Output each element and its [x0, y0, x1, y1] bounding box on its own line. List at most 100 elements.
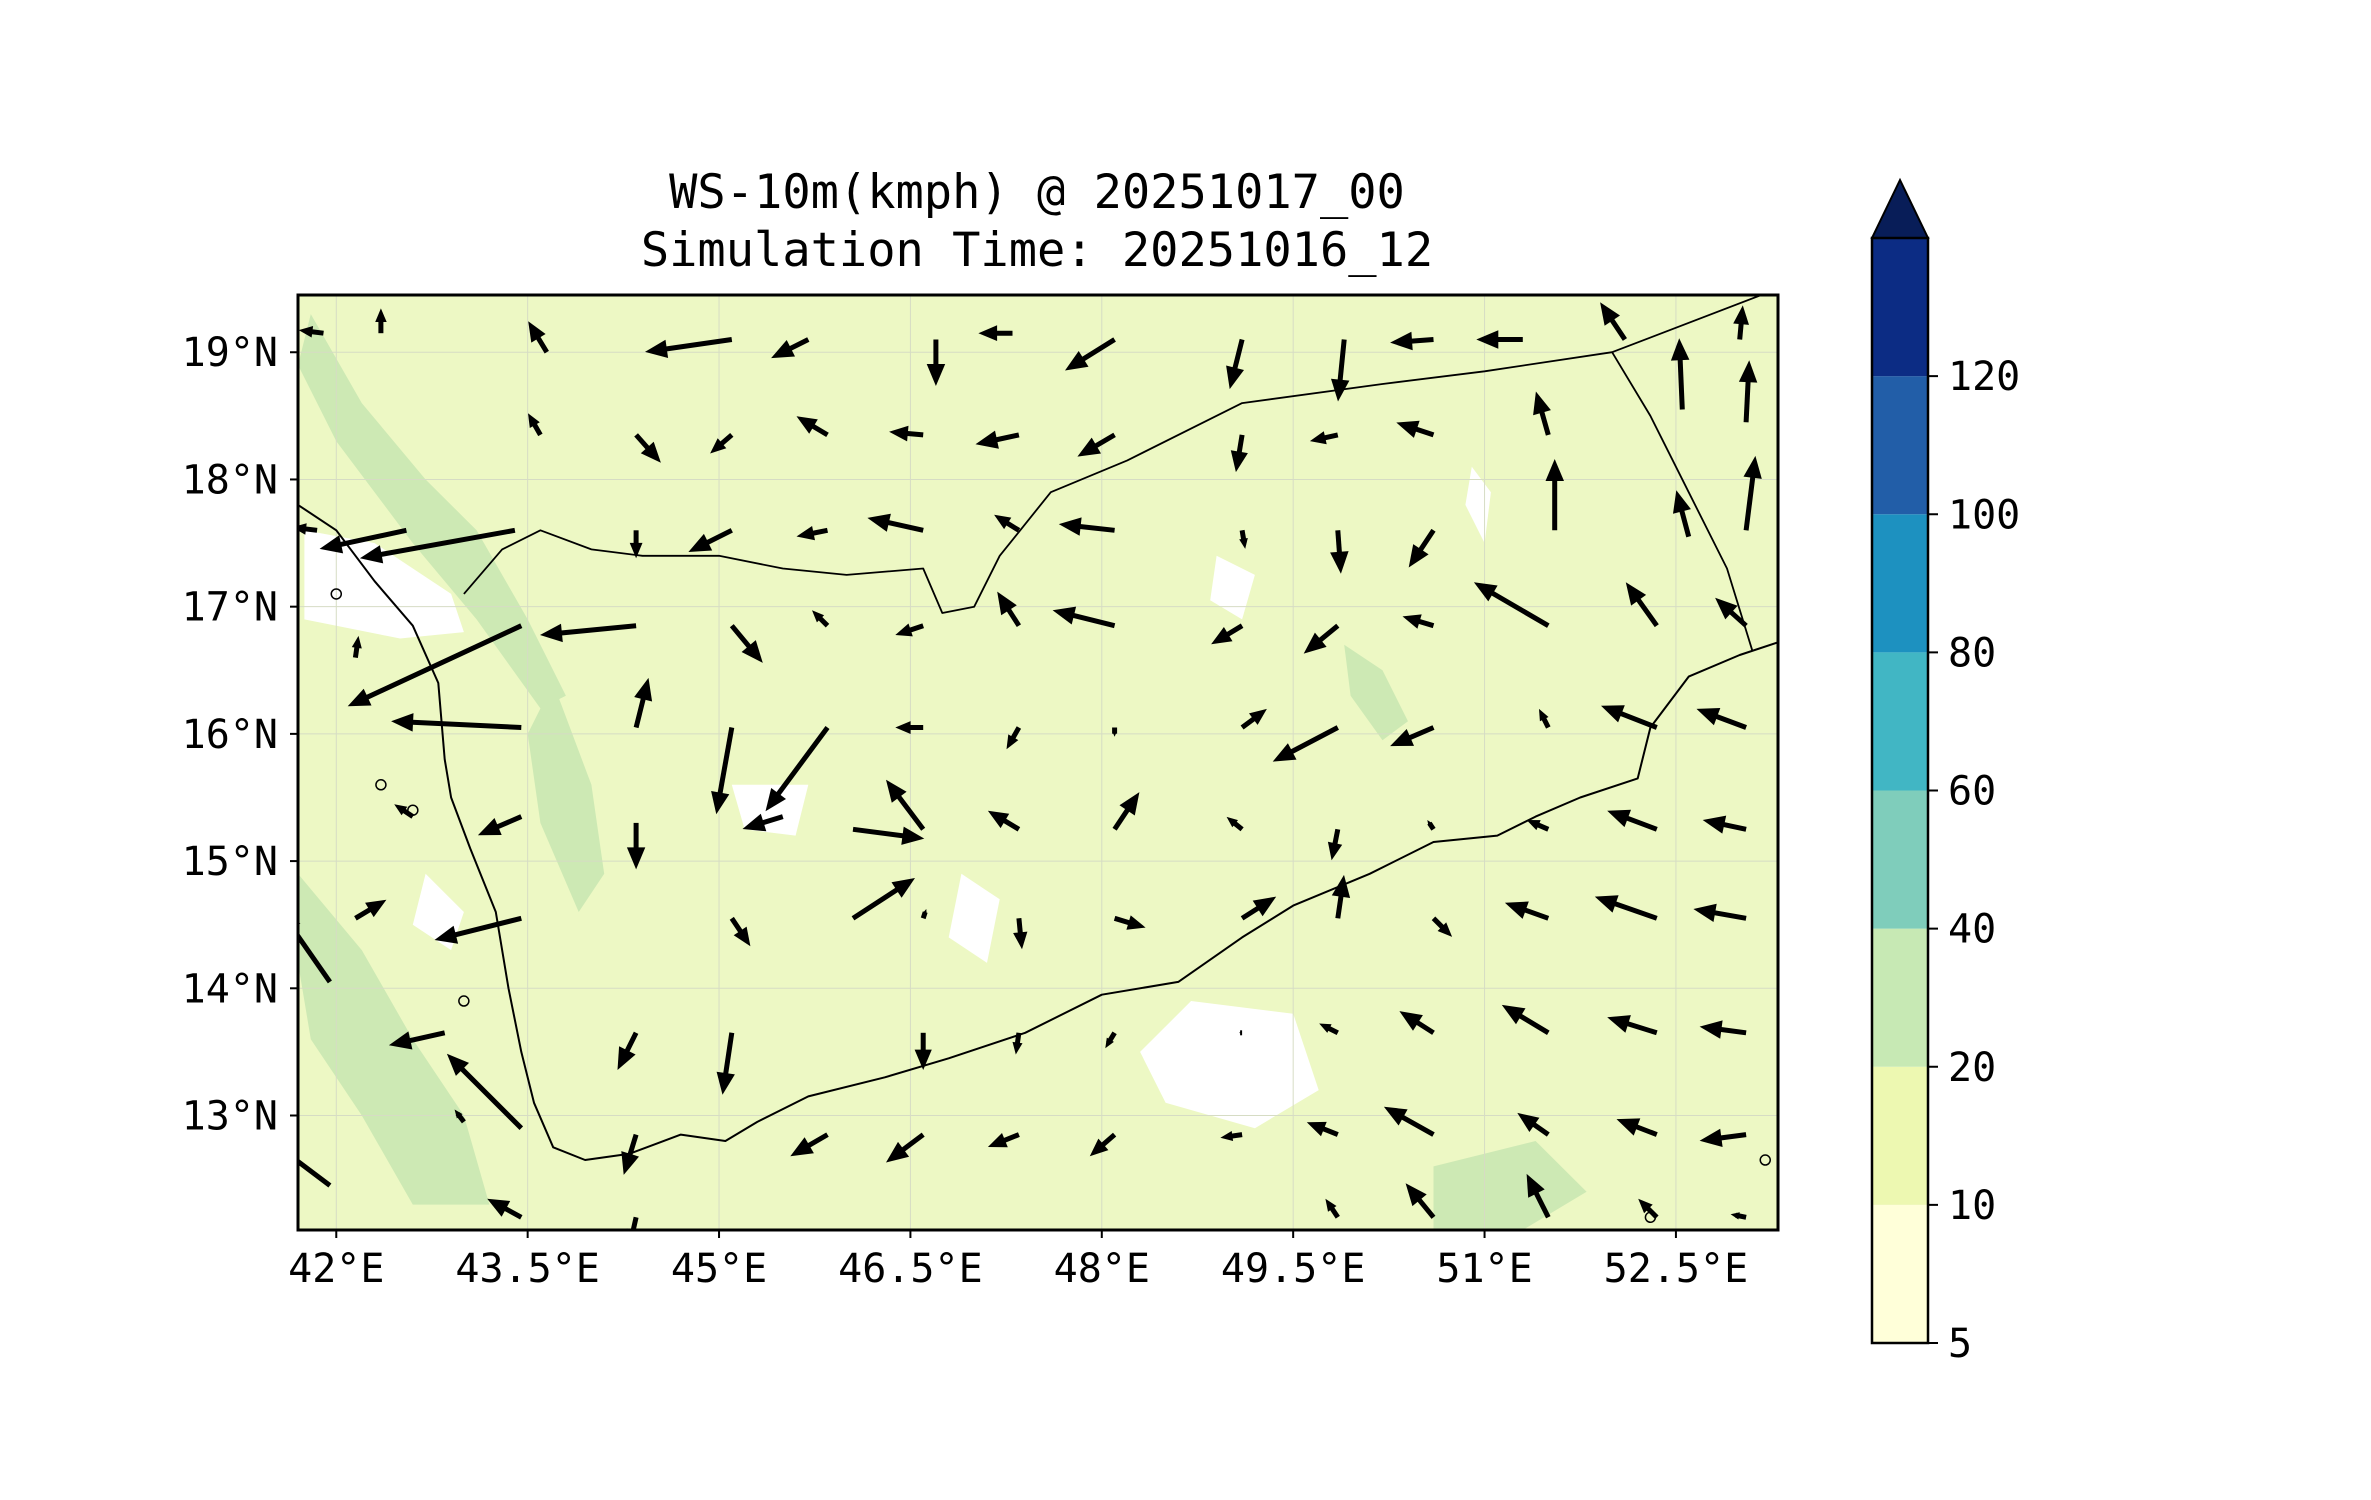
colorbar-segment	[1872, 928, 1928, 1067]
wind-arrow	[1405, 1183, 1436, 1219]
wind-arrow	[790, 1132, 829, 1157]
wind-arrow	[634, 433, 661, 463]
wind-arrow	[867, 513, 924, 533]
wind-arrow	[1738, 360, 1758, 423]
wind-arrow	[1743, 455, 1762, 531]
wind-speed-field	[298, 314, 1587, 1230]
x-tick-label: 48°E	[1054, 1246, 1150, 1292]
wind-arrow	[540, 623, 637, 643]
wind-arrow	[391, 713, 522, 732]
colorbar-tick-label: 100	[1948, 492, 2020, 538]
wind-arrow	[920, 909, 928, 920]
wind-arrow	[765, 726, 830, 812]
wind-arrow	[1733, 305, 1749, 340]
wind-arrow	[1607, 809, 1658, 832]
colorbar-tick-label: 60	[1948, 769, 1996, 815]
island	[458, 995, 470, 1007]
wind-arrow	[359, 527, 516, 564]
wind-arrow	[1052, 606, 1116, 629]
wind-arrow	[1730, 1212, 1747, 1220]
country-borders	[298, 295, 1778, 1224]
wind-arrow	[895, 623, 924, 637]
wind-arrow	[1696, 708, 1747, 730]
wind-arrow	[914, 1032, 932, 1070]
wind-arrow	[1638, 1198, 1659, 1220]
wind-arrow	[1383, 1106, 1435, 1137]
y-tick-label: 14°N	[182, 966, 278, 1012]
land-border	[463, 295, 1764, 614]
map-background	[298, 295, 1778, 1230]
wind-arrow	[388, 1030, 446, 1050]
wind-arrow	[1399, 1011, 1435, 1035]
wind-arrow	[895, 721, 924, 734]
wind-arrow	[633, 677, 653, 729]
wind-arrow	[1220, 1131, 1243, 1141]
wind-arrow	[1670, 338, 1690, 410]
wind-arrow	[1607, 1015, 1658, 1036]
wind-vectors	[298, 302, 1762, 1230]
wind-arrow	[621, 1133, 639, 1175]
wind-arrow	[1230, 434, 1248, 473]
wind-arrow	[1715, 597, 1748, 628]
wind-arrow	[812, 610, 830, 628]
wind-arrow	[1331, 339, 1350, 402]
wind-arrow	[987, 810, 1021, 832]
wind-arrow	[886, 779, 926, 831]
wind-arrow	[354, 899, 387, 921]
wind-arrow	[1089, 1132, 1117, 1157]
calm-wind-zone	[948, 873, 1000, 963]
wind-arrow	[1272, 725, 1339, 762]
wind-arrow	[1504, 901, 1550, 921]
wind-arrow	[889, 425, 924, 442]
wind-arrow	[1702, 815, 1747, 834]
wind-arrow	[1303, 623, 1340, 654]
colorbar-tick-label: 5	[1948, 1321, 1972, 1367]
wind-arrow	[886, 1132, 925, 1163]
wind-arrow	[1013, 918, 1028, 950]
wind-arrow	[1533, 391, 1551, 436]
wind-arrow	[978, 325, 1013, 341]
island	[330, 588, 343, 600]
strong-wind-zone	[1344, 644, 1408, 741]
wind-arrow	[1473, 582, 1550, 628]
x-tick-label: 51°E	[1436, 1246, 1532, 1292]
wind-arrow	[852, 826, 925, 845]
colorbar-segment	[1872, 652, 1928, 791]
wind-arrow	[1113, 915, 1146, 930]
wind-arrow	[710, 433, 734, 454]
wind-arrow	[298, 523, 318, 535]
wind-arrow	[1077, 432, 1116, 457]
wind-arrow	[1112, 727, 1118, 737]
wind-arrow	[319, 527, 407, 554]
x-tick-label: 43.5°E	[455, 1246, 600, 1292]
wind-arrow	[997, 591, 1022, 628]
wind-arrow	[1517, 1112, 1550, 1137]
x-tick-label: 45°E	[671, 1246, 767, 1292]
wind-arrow	[1226, 816, 1244, 832]
wind-arrow	[1331, 874, 1351, 919]
wind-arrow	[394, 804, 415, 819]
wind-arrow	[446, 1053, 524, 1130]
wind-arrow	[1105, 1031, 1117, 1049]
wind-arrow	[1526, 820, 1550, 832]
wind-arrow	[1526, 1173, 1551, 1219]
wind-arrow	[1693, 903, 1747, 922]
wind-arrow	[926, 339, 946, 386]
colorbar-segment	[1872, 1204, 1928, 1343]
wind-arrow	[771, 337, 810, 359]
wind-arrow	[1601, 705, 1658, 730]
wind-arrow	[375, 308, 387, 334]
coastline	[298, 504, 1778, 1161]
wind-arrow	[645, 337, 733, 358]
wind-arrow	[1616, 1118, 1658, 1137]
wind-arrow	[347, 623, 523, 707]
longitude-axis: 42°E 43.5°E 45°E 46.5°E 48°E 49.5°E 51°E 52.5°E	[288, 1230, 1748, 1292]
wind-arrow	[1065, 337, 1116, 371]
wind-arrow	[1006, 726, 1022, 750]
wind-arrow	[1239, 1030, 1243, 1036]
colorbar-tick-label: 20	[1948, 1045, 1996, 1091]
latitude-axis: 13°N 14°N 15°N 16°N 17°N 18°N 19°N	[182, 330, 298, 1140]
calm-wind-zone	[1210, 555, 1255, 620]
wind-arrow	[1240, 896, 1277, 921]
